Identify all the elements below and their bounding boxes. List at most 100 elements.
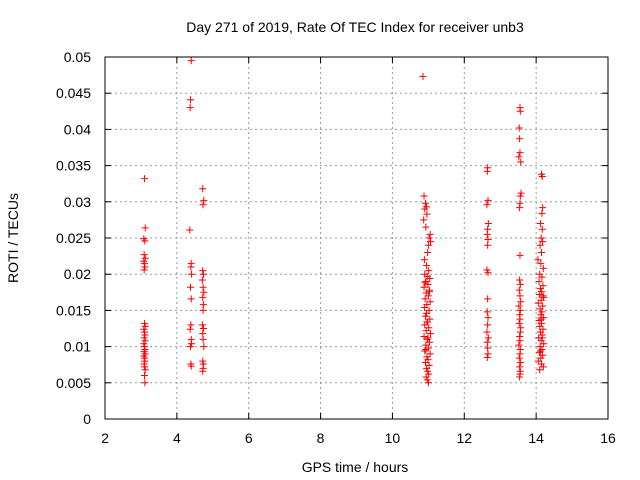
- data-point: [423, 210, 431, 218]
- data-point: [536, 305, 544, 313]
- data-point: [483, 328, 491, 336]
- y-axis-label: ROTI / TECUs: [5, 193, 21, 283]
- data-point: [141, 379, 149, 387]
- data-point: [422, 345, 430, 353]
- data-point: [141, 263, 149, 271]
- y-tick-label: 0.045: [56, 85, 91, 101]
- data-point: [186, 325, 194, 333]
- data-point: [187, 263, 195, 271]
- data-point: [538, 273, 546, 281]
- data-point: [141, 254, 149, 262]
- data-point: [535, 290, 543, 298]
- data-point: [423, 376, 431, 384]
- data-point: [199, 335, 207, 343]
- x-tick-label: 8: [317, 430, 325, 446]
- data-point: [537, 296, 545, 304]
- data-point: [421, 199, 429, 207]
- data-point: [141, 363, 149, 371]
- data-point: [186, 104, 194, 112]
- data-point: [484, 350, 492, 358]
- data-point: [515, 341, 523, 349]
- data-point: [187, 343, 195, 351]
- data-point: [516, 149, 524, 157]
- data-point: [419, 73, 427, 81]
- data-points: [140, 57, 548, 387]
- data-point: [141, 237, 149, 245]
- data-point: [424, 248, 432, 256]
- data-point: [421, 279, 429, 287]
- data-point: [483, 230, 491, 238]
- data-point: [199, 283, 207, 291]
- x-tick-label: 14: [528, 430, 544, 446]
- data-point: [421, 295, 429, 303]
- data-point: [536, 220, 544, 228]
- data-point: [187, 362, 195, 370]
- y-tick-label: 0.02: [64, 266, 91, 282]
- data-point: [536, 366, 544, 374]
- data-point: [517, 359, 525, 367]
- y-tick-label: 0.03: [64, 194, 91, 210]
- data-point: [141, 322, 149, 330]
- data-point: [421, 205, 429, 213]
- data-point: [426, 298, 434, 306]
- data-point: [515, 153, 523, 161]
- data-point: [421, 359, 429, 367]
- data-point: [140, 251, 148, 259]
- data-point: [537, 315, 545, 323]
- data-point: [516, 251, 524, 259]
- data-point: [516, 373, 524, 381]
- x-tick-label: 2: [101, 430, 109, 446]
- data-point: [422, 223, 430, 231]
- data-point: [140, 325, 148, 333]
- data-point: [536, 347, 544, 355]
- data-point: [484, 241, 492, 249]
- data-point: [516, 306, 524, 314]
- data-point: [516, 292, 524, 300]
- data-point: [200, 343, 208, 351]
- data-point: [517, 298, 525, 306]
- data-point: [516, 135, 524, 143]
- data-point: [141, 366, 149, 374]
- y-tick-label: 0.005: [56, 375, 91, 391]
- data-point: [516, 192, 524, 200]
- data-point: [187, 283, 195, 291]
- data-point: [422, 327, 430, 335]
- data-point: [539, 292, 547, 300]
- data-point: [426, 275, 434, 283]
- data-point: [199, 357, 207, 365]
- data-point: [539, 204, 547, 212]
- data-point: [420, 332, 428, 340]
- data-point: [517, 189, 525, 197]
- data-point: [199, 267, 207, 275]
- x-tick-label: 12: [456, 430, 472, 446]
- data-point: [534, 357, 542, 365]
- data-point: [199, 367, 207, 375]
- data-point: [534, 256, 542, 264]
- data-point: [538, 209, 546, 217]
- data-point: [199, 293, 207, 301]
- data-point: [484, 220, 492, 228]
- x-tick-label: 16: [600, 430, 616, 446]
- data-point: [420, 283, 428, 291]
- data-point: [516, 315, 524, 323]
- data-point: [516, 276, 524, 284]
- data-point: [425, 267, 433, 275]
- x-axis-label: GPS time / hours: [302, 459, 409, 475]
- data-point: [424, 367, 432, 375]
- data-point: [484, 314, 492, 322]
- data-point: [484, 269, 492, 277]
- x-tick-label: 4: [173, 430, 181, 446]
- data-point: [423, 318, 431, 326]
- data-point: [516, 204, 524, 212]
- data-point: [483, 266, 491, 274]
- data-point: [424, 292, 432, 300]
- data-point: [515, 124, 523, 132]
- data-point: [188, 270, 196, 278]
- data-point: [187, 295, 195, 303]
- data-point: [538, 360, 546, 368]
- data-point: [515, 319, 523, 327]
- data-point: [539, 238, 547, 246]
- data-point: [423, 353, 431, 361]
- data-point: [515, 302, 523, 310]
- data-point: [199, 185, 207, 193]
